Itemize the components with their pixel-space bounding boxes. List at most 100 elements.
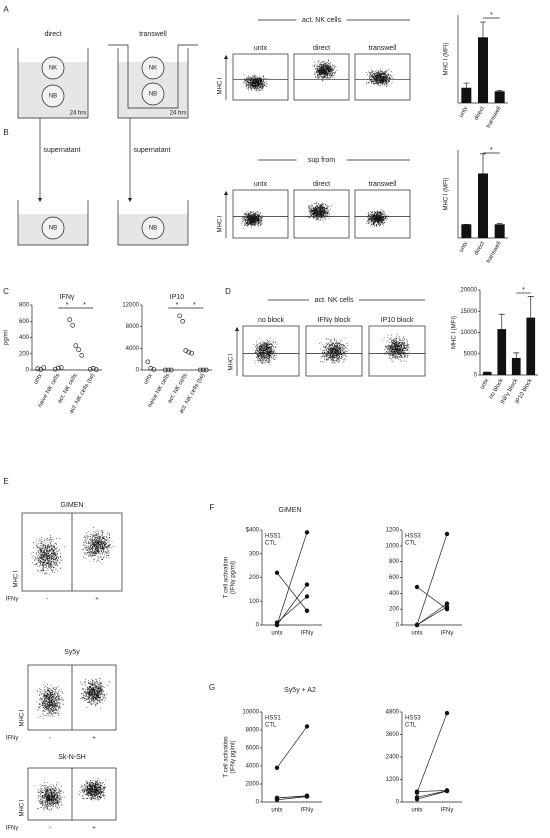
y-axis-label: MHC I (MFI) [444,178,450,211]
bar [526,317,536,375]
y-tick-label: 1200 [386,777,400,783]
flow-label: direct [313,45,330,52]
point [444,710,450,716]
cell-line: Sk-N-SH [58,754,86,761]
annotation: HSS1 [265,716,281,722]
x-tick-label: untx [33,373,44,386]
line [416,713,448,793]
panel-letter: C [3,287,9,296]
point [197,367,203,373]
y-tick-label: 400 [389,591,400,597]
flow-axis: MHC I [20,799,26,816]
point [304,582,310,587]
point [274,797,280,802]
point [90,366,96,371]
point [444,531,450,537]
flow-label: untx [254,181,268,188]
error-bar [480,153,486,174]
y-axis-label: MHC I (MFI) [452,316,458,349]
y-tick-label: 15000 [460,309,477,315]
point [55,365,61,371]
error-bar [513,352,520,358]
point [41,365,47,370]
annotation: CTL [405,541,417,547]
panel-title: Sy5y + A2 [284,687,316,694]
flow-axis: MHC I [218,77,224,94]
x-tick-label: untx [411,808,422,814]
y-tick-label: $400 [246,528,260,534]
bar [482,372,492,375]
flow-axis: MHC I [218,215,224,232]
cell [141,56,165,80]
y-tick-label: 8000 [246,728,260,734]
flow-axis: MHC I [229,353,235,370]
y-tick-label: 6000 [246,746,260,752]
x-tick-label: untx [411,631,422,637]
treatment: IFNγ [6,597,19,603]
significance-label: * [193,302,196,309]
point [444,604,450,609]
point [87,366,93,372]
y-tick-label: 20000 [460,288,477,294]
flow-header: act. NK cells [315,297,354,304]
point [200,367,206,373]
condition: - [49,826,51,832]
x-tick-label: untx [479,378,490,391]
point [177,313,183,319]
y-tick-label: 10000 [460,330,477,336]
line [276,532,308,626]
cell [141,82,165,106]
point [304,608,310,613]
chart-title: IFNγ [60,294,75,301]
x-tick-label: IFNγ [301,631,314,637]
error-bar [463,82,470,88]
point [274,570,280,575]
line [416,586,448,610]
y-axis-label: T cell activation [224,736,230,777]
significance-label: * [490,147,493,154]
y-tick-label: 0 [396,623,400,629]
flow-axis: MHC I [14,570,20,587]
cell-line: GIMEN [61,502,84,509]
annotation: HSS1 [265,534,281,540]
y-axis-label: (IFNγ pg/ml) [231,561,237,594]
panel-letter: F [210,503,215,512]
point [304,594,310,599]
panel-letter: E [3,477,8,486]
bar [511,358,521,375]
cell [41,216,65,240]
flow-label: transwell [369,181,397,188]
significance-label: * [83,302,86,309]
point [414,584,420,590]
flow-label: no block [258,317,285,324]
chart-title: IP10 [170,294,185,301]
panel-letter: B [3,128,8,137]
x-tick-label: direct [474,241,487,257]
line [416,603,448,626]
y-tick-label: 600 [19,319,30,325]
point [189,350,195,356]
cell-label: NB [149,226,157,232]
y-axis-label: MHC I (MFI) [444,43,450,76]
line [276,795,308,799]
flow-header: sup from [308,157,335,164]
point [414,796,420,802]
point [274,765,280,770]
y-tick-label: 600 [389,575,400,581]
flow-dots [35,778,106,811]
cell [41,84,65,108]
flow-dots [365,68,394,87]
point [414,789,420,794]
flow-label: untx [254,45,268,52]
point [67,317,73,322]
point [203,367,209,373]
transwell-insert [108,44,198,109]
flow-plot [305,325,363,377]
point [58,365,64,370]
error-bar [527,296,534,318]
panel-letter: A [3,5,9,14]
cell [141,216,165,240]
flow-dots [241,210,263,229]
point [304,724,310,729]
